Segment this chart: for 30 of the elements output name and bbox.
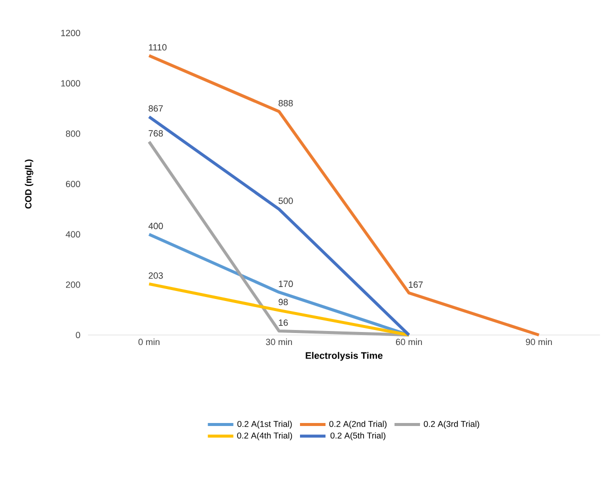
data-label: 768 [148, 130, 163, 137]
legend-label: 0.2 A(1st Trial) [237, 420, 292, 429]
data-label: 98 [278, 298, 288, 306]
legend-label: 0.2 A(5th Trial) [330, 432, 386, 440]
y-tick-label: 200 [66, 281, 80, 288]
data-label: 170 [278, 280, 293, 288]
y-tick-label: 1200 [61, 30, 80, 36]
y-tick-label: 800 [66, 130, 80, 137]
x-axis-title: Electrolysis Time [306, 352, 383, 361]
data-label: 1110 [148, 44, 167, 50]
data-label: 203 [148, 272, 163, 279]
x-tick-label: 90 min [526, 338, 552, 346]
line-series [148, 54, 540, 336]
data-label: 16 [278, 319, 288, 326]
legend-label: 0.2 A(4th Trial) [237, 432, 292, 440]
data-label: 167 [408, 281, 423, 288]
x-tick-label: 30 min [266, 338, 292, 346]
y-axis-title: COD (mg/L) [24, 160, 34, 209]
y-tick-label: 0 [76, 332, 80, 338]
data-label: 867 [148, 105, 163, 112]
data-label: 888 [278, 100, 293, 106]
y-tick-label: 600 [66, 180, 80, 188]
x-tick-label: 60 min [396, 338, 422, 346]
data-label: 500 [278, 198, 293, 204]
legend-label: 0.2 A(2nd Trial) [329, 420, 387, 429]
legend-label: 0.2 A(3rd Trial) [424, 420, 480, 429]
y-tick-label: 400 [66, 231, 80, 238]
x-tick-label: 0 min [138, 338, 160, 346]
y-tick-label: 1000 [61, 80, 80, 87]
data-label: 400 [148, 222, 163, 230]
